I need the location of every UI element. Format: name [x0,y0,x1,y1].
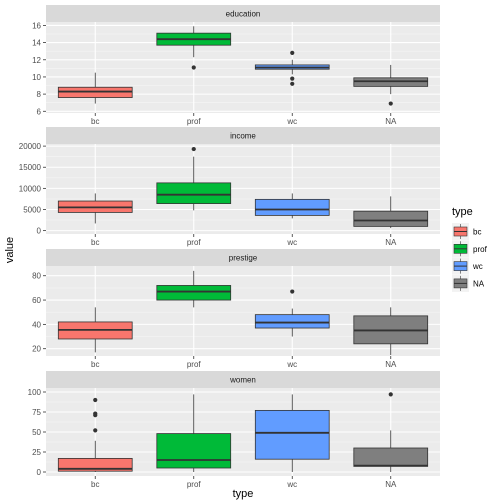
facet-strip-women [46,371,440,388]
x-tick-label-education-NA: NA [385,117,397,126]
outlier-point-education-prof [191,65,196,70]
y-tick-label-income: 15000 [19,163,42,172]
y-tick-label-income: 10000 [19,184,42,193]
y-tick-label-education: 8 [37,90,42,99]
y-tick-label-education: 12 [32,56,41,65]
facet-title-education: education [226,10,261,19]
y-tick-label-women: 0 [37,468,42,477]
y-tick-label-women: 75 [32,408,41,417]
outlier-point-women-NA [388,392,393,397]
y-tick-label-education: 14 [32,39,41,48]
box-prestige-wc [254,314,330,329]
x-tick-label-women-wc: wc [286,480,297,489]
y-tick-label-education: 6 [37,107,42,116]
outlier-point-women-bc [93,411,98,416]
x-tick-label-income-NA: NA [385,238,397,247]
y-tick-label-income: 5000 [23,205,41,214]
x-tick-label-prestige-prof: prof [187,360,202,369]
facet-title-women: women [229,376,256,385]
x-tick-label-income-prof: prof [187,238,202,247]
outlier-point-education-NA [388,101,393,106]
y-tick-label-women: 25 [32,448,41,457]
outlier-point-income-prof [191,146,196,152]
x-tick-label-income-wc: wc [286,238,297,247]
x-axis-title: type [233,488,254,500]
x-tick-label-education-wc: wc [286,117,297,126]
x-tick-label-women-prof: prof [187,480,202,489]
y-tick-label-income: 20000 [19,142,42,151]
outlier-point-prestige-wc [290,289,295,294]
y-tick-label-women: 100 [28,388,42,397]
box-income-prof [156,182,232,204]
y-tick-label-prestige: 40 [32,320,41,329]
legend-label-wc: wc [472,262,483,271]
legend-label-prof: prof [473,245,488,254]
x-tick-label-education-bc: bc [91,117,99,126]
legend-label-NA: NA [473,279,485,288]
box-women-NA [353,447,429,467]
y-axis-title: value [4,237,16,263]
box-women-prof [156,433,232,469]
x-tick-label-women-NA: NA [385,480,397,489]
box-prestige-prof [156,285,232,301]
x-tick-label-women-bc: bc [91,480,99,489]
y-tick-label-income: 0 [37,227,42,236]
y-tick-label-prestige: 20 [32,345,41,354]
y-tick-label-education: 10 [32,73,41,82]
panel-background-education [46,22,440,113]
x-tick-label-prestige-NA: NA [385,360,397,369]
box-income-NA [353,210,429,227]
facet-title-income: income [230,132,256,141]
x-tick-label-education-prof: prof [187,117,202,126]
facet-strip-education [46,5,440,22]
x-tick-label-prestige-bc: bc [91,360,99,369]
facet-strip-income [46,127,440,144]
box-income-wc [254,198,330,216]
x-tick-label-prestige-wc: wc [286,360,297,369]
outlier-point-women-bc [93,397,98,403]
outlier-point-education-wc [290,81,295,86]
legend-label-bc: bc [473,228,481,237]
box-women-wc [254,409,330,460]
y-tick-label-prestige: 80 [32,272,41,281]
facet-title-prestige: prestige [229,254,258,263]
outlier-point-education-wc [290,50,295,56]
outlier-point-women-bc [93,428,98,433]
outlier-point-education-wc [290,76,295,81]
x-tick-label-income-bc: bc [91,238,99,247]
y-tick-label-prestige: 60 [32,296,41,305]
legend-title: type [452,206,473,218]
y-tick-label-women: 50 [32,428,41,437]
y-tick-label-education: 16 [32,21,41,30]
facet-strip-prestige [46,249,440,266]
